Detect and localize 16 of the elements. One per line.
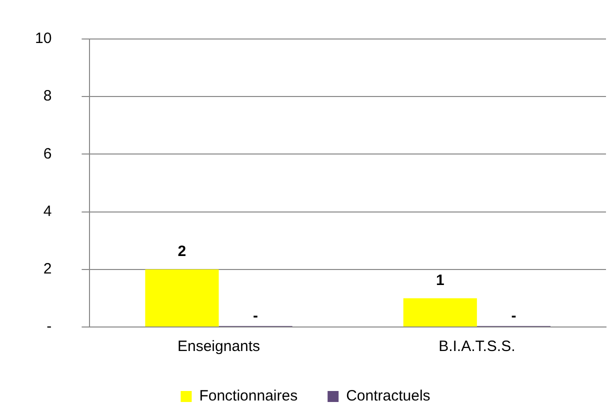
y-tick-label: - <box>46 318 52 336</box>
y-tick-label: 10 <box>34 30 52 48</box>
data-label: 2 <box>178 243 186 260</box>
x-tick-label: B.I.A.T.S.S. <box>438 338 516 356</box>
x-tick-label: Enseignants <box>177 338 260 356</box>
legend-label: Fonctionnaires <box>199 388 298 405</box>
data-label: - <box>511 308 516 325</box>
bar <box>145 269 219 326</box>
y-tick-label: 6 <box>43 145 52 162</box>
y-tick-label: 8 <box>43 88 52 105</box>
y-tick-label: 4 <box>43 202 52 220</box>
legend-label: Contractuels <box>346 388 430 405</box>
data-label: - <box>253 308 258 325</box>
bar <box>403 298 477 326</box>
data-label: 1 <box>436 272 444 289</box>
y-tick-label: 2 <box>43 260 52 278</box>
